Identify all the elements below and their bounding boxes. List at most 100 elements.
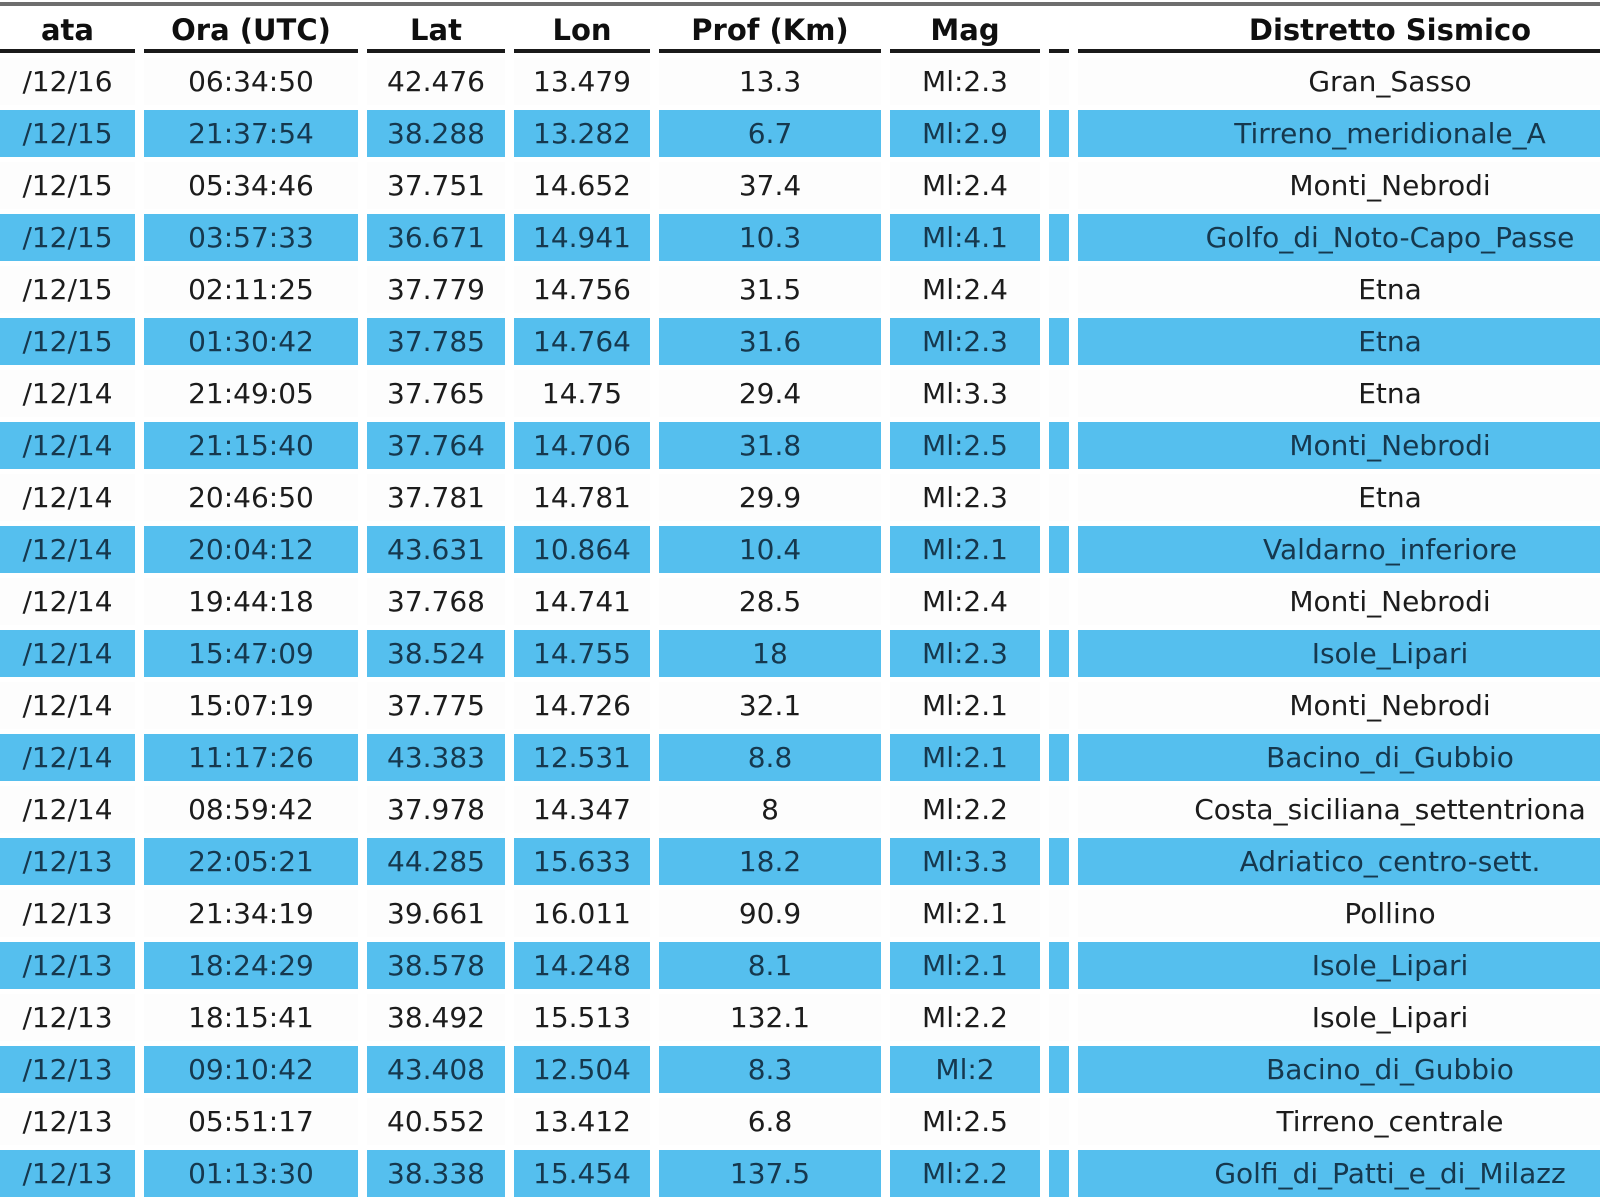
cell-district: Monti_Nebrodi <box>1078 422 1600 469</box>
table-row: /12/14 20:04:12 43.631 10.864 10.4 Ml:2.1 Vald… <box>0 526 1600 573</box>
cell-lon: 14.75 <box>514 370 650 417</box>
cell-district: Monti_Nebrodi <box>1078 578 1600 625</box>
cell-spacer <box>1049 1098 1069 1145</box>
cell-spacer <box>1049 578 1069 625</box>
table-row: /12/14 15:47:09 38.524 14.755 18 Ml:2.3 Isole_… <box>0 630 1600 677</box>
cell-time: 19:44:18 <box>144 578 358 625</box>
table-row: /12/14 21:49:05 37.765 14.75 29.4 Ml:3.3 Etna <box>0 370 1600 417</box>
table-row: /12/15 03:57:33 36.671 14.941 10.3 Ml:4.1 Golf… <box>0 214 1600 261</box>
cell-depth: 18 <box>659 630 881 677</box>
cell-lon: 16.011 <box>514 890 650 937</box>
cell-time: 03:57:33 <box>144 214 358 261</box>
cell-spacer <box>1049 630 1069 677</box>
cell-depth: 31.8 <box>659 422 881 469</box>
cell-lat: 37.764 <box>367 422 505 469</box>
cell-time: 22:05:21 <box>144 838 358 885</box>
cell-lon: 14.755 <box>514 630 650 677</box>
cell-spacer <box>1049 474 1069 521</box>
table-row: /12/15 05:34:46 37.751 14.652 37.4 Ml:2.4 Mont… <box>0 162 1600 209</box>
cell-depth: 90.9 <box>659 890 881 937</box>
cell-depth: 13.3 <box>659 58 881 105</box>
cell-district: Adriatico_centro-sett. <box>1078 838 1600 885</box>
cell-mag: Ml:2.3 <box>890 474 1040 521</box>
cell-mag: Ml:2.1 <box>890 526 1040 573</box>
cell-depth: 28.5 <box>659 578 881 625</box>
cell-date: /12/14 <box>0 630 135 677</box>
table-row: /12/14 20:46:50 37.781 14.781 29.9 Ml:2.3 Etna <box>0 474 1600 521</box>
cell-time: 20:46:50 <box>144 474 358 521</box>
cell-lat: 37.768 <box>367 578 505 625</box>
cell-lon: 13.479 <box>514 58 650 105</box>
cell-lat: 38.492 <box>367 994 505 1041</box>
cell-lat: 37.765 <box>367 370 505 417</box>
cell-time: 09:10:42 <box>144 1046 358 1093</box>
cell-mag: Ml:2.1 <box>890 682 1040 729</box>
table-row: /12/15 02:11:25 37.779 14.756 31.5 Ml:2.4 Etna <box>0 266 1600 313</box>
cell-spacer <box>1049 266 1069 313</box>
cell-mag: Ml:2.1 <box>890 890 1040 937</box>
cell-time: 15:47:09 <box>144 630 358 677</box>
cell-mag: Ml:2.1 <box>890 942 1040 989</box>
cell-lat: 38.338 <box>367 1150 505 1197</box>
cell-district: Etna <box>1078 370 1600 417</box>
cell-lat: 37.978 <box>367 786 505 833</box>
cell-time: 21:37:54 <box>144 110 358 157</box>
cell-date: /12/13 <box>0 994 135 1041</box>
table-row: /12/14 08:59:42 37.978 14.347 8 Ml:2.2 Costa_s… <box>0 786 1600 833</box>
col-header-spacer <box>1049 11 1069 53</box>
cell-time: 21:15:40 <box>144 422 358 469</box>
cell-depth: 29.9 <box>659 474 881 521</box>
cell-lon: 14.764 <box>514 318 650 365</box>
cell-mag: Ml:2.1 <box>890 734 1040 781</box>
table-row: /12/16 06:34:50 42.476 13.479 13.3 Ml:2.3 Gran… <box>0 58 1600 105</box>
cell-lon: 12.504 <box>514 1046 650 1093</box>
cell-district: Golfi_di_Patti_e_di_Milazz <box>1078 1150 1600 1197</box>
table-row: /12/13 21:34:19 39.661 16.011 90.9 Ml:2.1 Poll… <box>0 890 1600 937</box>
cell-depth: 8.3 <box>659 1046 881 1093</box>
cell-lat: 37.775 <box>367 682 505 729</box>
cell-lat: 44.285 <box>367 838 505 885</box>
cell-date: /12/15 <box>0 318 135 365</box>
header-row: ata Ora (UTC) Lat Lon Prof (Km) Mag Dist… <box>0 11 1600 53</box>
cell-lon: 14.347 <box>514 786 650 833</box>
table-row: /12/13 18:24:29 38.578 14.248 8.1 Ml:2.1 Isole… <box>0 942 1600 989</box>
cell-lon: 14.941 <box>514 214 650 261</box>
cell-district: Etna <box>1078 318 1600 365</box>
cell-district: Isole_Lipari <box>1078 942 1600 989</box>
cell-depth: 8.1 <box>659 942 881 989</box>
cell-lat: 37.785 <box>367 318 505 365</box>
cell-spacer <box>1049 734 1069 781</box>
cell-district: Monti_Nebrodi <box>1078 682 1600 729</box>
cell-mag: Ml:2.3 <box>890 630 1040 677</box>
cell-lat: 36.671 <box>367 214 505 261</box>
cell-mag: Ml:2 <box>890 1046 1040 1093</box>
cell-spacer <box>1049 994 1069 1041</box>
cell-date: /12/14 <box>0 370 135 417</box>
cell-district: Isole_Lipari <box>1078 630 1600 677</box>
cell-lon: 10.864 <box>514 526 650 573</box>
table-row: /12/13 22:05:21 44.285 15.633 18.2 Ml:3.3 Adri… <box>0 838 1600 885</box>
cell-lon: 15.454 <box>514 1150 650 1197</box>
cell-mag: Ml:2.5 <box>890 1098 1040 1145</box>
cell-lat: 43.383 <box>367 734 505 781</box>
cell-time: 18:15:41 <box>144 994 358 1041</box>
table-row: /12/14 11:17:26 43.383 12.531 8.8 Ml:2.1 Bacin… <box>0 734 1600 781</box>
cell-date: /12/13 <box>0 1098 135 1145</box>
cell-lon: 12.531 <box>514 734 650 781</box>
cell-depth: 6.7 <box>659 110 881 157</box>
cell-lon: 14.741 <box>514 578 650 625</box>
cell-lon: 13.282 <box>514 110 650 157</box>
cell-lon: 15.633 <box>514 838 650 885</box>
cell-time: 21:49:05 <box>144 370 358 417</box>
earthquake-table: ata Ora (UTC) Lat Lon Prof (Km) Mag Dist… <box>0 6 1600 1200</box>
cell-depth: 132.1 <box>659 994 881 1041</box>
cell-mag: Ml:2.9 <box>890 110 1040 157</box>
cell-time: 18:24:29 <box>144 942 358 989</box>
table-row: /12/13 01:13:30 38.338 15.454 137.5 Ml:2.2 Gol… <box>0 1150 1600 1197</box>
cell-district: Bacino_di_Gubbio <box>1078 734 1600 781</box>
cell-time: 02:11:25 <box>144 266 358 313</box>
cell-spacer <box>1049 162 1069 209</box>
cell-district: Gran_Sasso <box>1078 58 1600 105</box>
cell-date: /12/13 <box>0 890 135 937</box>
